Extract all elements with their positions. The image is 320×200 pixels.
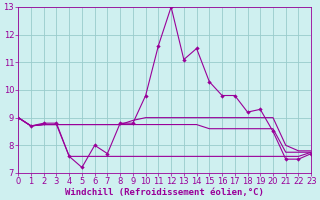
X-axis label: Windchill (Refroidissement éolien,°C): Windchill (Refroidissement éolien,°C) <box>65 188 264 197</box>
